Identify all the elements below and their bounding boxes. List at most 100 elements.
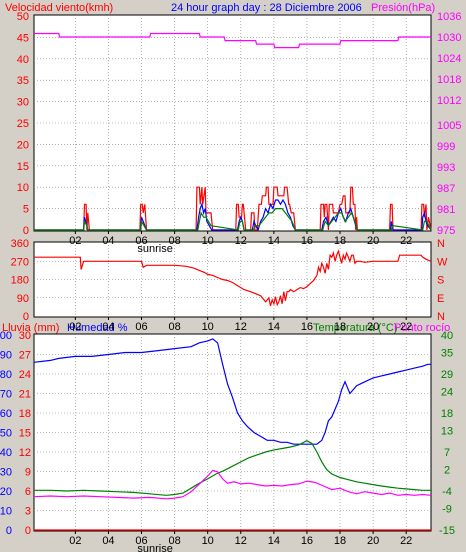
x-tick-label: 06 [135, 535, 147, 547]
pressure-label: Presión(hPa) [371, 2, 435, 14]
rain-tick-label: 9 [25, 467, 31, 479]
x-tick-label: 06 [135, 235, 147, 247]
temperature-tick-label: -15 [439, 525, 455, 537]
x-tick-label: 10 [202, 235, 214, 247]
compass-label: N [437, 311, 445, 323]
series-temperature [34, 440, 431, 496]
x-tick-label: 22 [400, 321, 412, 333]
humidity-tick-label: 20 [0, 486, 12, 498]
x-tick-label: 12 [235, 321, 247, 333]
direction-tick-label: 0 [23, 311, 29, 323]
direction-tick-label: 90 [17, 293, 29, 305]
rain-tick-label: 24 [19, 369, 31, 381]
x-tick-label: 08 [168, 235, 180, 247]
wind-speed-tick-label: 35 [17, 75, 29, 87]
series-gust [34, 186, 432, 231]
humidity-tick-label: 40 [0, 447, 12, 459]
pressure-tick-label: 1012 [437, 95, 461, 107]
pressure-tick-label: 1030 [437, 32, 461, 44]
x-tick-label: 12 [235, 235, 247, 247]
rain-tick-label: 15 [19, 428, 31, 440]
x-tick-label: 20 [367, 321, 379, 333]
pressure-tick-label: 1005 [437, 120, 461, 132]
pressure-tick-label: 1024 [437, 53, 461, 65]
wind-speed-tick-label: 5 [23, 204, 29, 216]
wind-speed-tick-label: 40 [17, 54, 29, 66]
compass-label: W [437, 256, 448, 268]
x-tick-label: 22 [400, 235, 412, 247]
x-tick-label: 16 [301, 321, 313, 333]
wind-speed-tick-label: 25 [17, 118, 29, 130]
x-tick-label: 10 [202, 321, 214, 333]
direction-tick-label: 180 [11, 275, 29, 287]
temperature-tick-label: -9 [442, 504, 452, 516]
humidity-tick-label: 100 [0, 330, 12, 342]
rain-tick-label: 0 [25, 525, 31, 537]
series-humidity [33, 338, 431, 445]
x-tick-label: 14 [268, 321, 280, 333]
series-wind-avg [34, 208, 432, 231]
humidity-tick-label: 50 [0, 428, 12, 440]
chart-title: 24 hour graph day : 28 Diciembre 2006 [171, 2, 362, 14]
compass-label: S [437, 275, 444, 287]
humidity-tick-label: 10 [0, 506, 12, 518]
rain-label: Lluvia (mm) [2, 322, 59, 334]
pressure-tick-label: 999 [437, 141, 455, 153]
wind-speed-tick-label: 0 [23, 225, 29, 237]
humidity-label: Humedad % [67, 322, 128, 334]
temperature-label: Temperatura (°C) [313, 322, 397, 334]
wind-speed-tick-label: 20 [17, 139, 29, 151]
series-direction [34, 249, 432, 307]
temperature-tick-label: -4 [442, 486, 452, 498]
x-tick-label: 04 [102, 535, 114, 547]
humidity-tick-label: 30 [0, 467, 12, 479]
x-tick-label: 14 [268, 535, 280, 547]
wind-speed-tick-label: 15 [17, 161, 29, 173]
pressure-tick-label: 993 [437, 162, 455, 174]
temperature-tick-label: 7 [444, 447, 450, 459]
direction-tick-label: 270 [11, 256, 29, 268]
sunrise-label: sunrise [137, 543, 172, 552]
temperature-tick-label: 24 [441, 387, 453, 399]
rain-tick-label: 12 [19, 447, 31, 459]
x-tick-label: 18 [334, 235, 346, 247]
x-tick-label: 16 [301, 235, 313, 247]
series-dewpoint [33, 469, 432, 500]
x-tick-label: 18 [334, 321, 346, 333]
rain-tick-label: 27 [19, 350, 31, 362]
x-tick-label: 08 [168, 535, 180, 547]
wind-speed-label: Velocidad viento(kmh) [5, 2, 113, 14]
pressure-tick-label: 1036 [437, 11, 461, 23]
humidity-tick-label: 70 [0, 389, 12, 401]
series-pressure [34, 32, 431, 49]
temperature-tick-label: 35 [441, 348, 453, 360]
humidity-tick-label: 60 [0, 408, 12, 420]
wind-speed-tick-label: 10 [17, 182, 29, 194]
compass-label: E [437, 293, 444, 305]
pressure-tick-label: 987 [437, 183, 455, 195]
wind-speed-tick-label: 50 [17, 11, 29, 23]
rain-tick-label: 6 [25, 486, 31, 498]
temperature-tick-label: 18 [441, 408, 453, 420]
rain-tick-label: 30 [19, 330, 31, 342]
x-tick-label: 16 [301, 535, 313, 547]
rain-tick-label: 21 [19, 389, 31, 401]
temperature-tick-label: 40 [441, 330, 453, 342]
temperature-tick-label: 13 [441, 426, 453, 438]
pressure-tick-label: 975 [437, 225, 455, 237]
direction-tick-label: 360 [11, 238, 29, 250]
wind-speed-tick-label: 45 [17, 32, 29, 44]
humidity-tick-label: 0 [6, 525, 12, 537]
x-tick-label: 20 [367, 235, 379, 247]
dewpoint-label: Punto rocío [394, 322, 450, 334]
pressure-tick-label: 981 [437, 204, 455, 216]
wind-speed-tick-label: 30 [17, 97, 29, 109]
x-tick-label: 10 [202, 535, 214, 547]
compass-label: N [437, 238, 445, 250]
x-tick-label: 12 [235, 535, 247, 547]
temperature-tick-label: 2 [444, 465, 450, 477]
x-tick-label: 02 [69, 321, 81, 333]
x-tick-label: 04 [102, 321, 114, 333]
rain-tick-label: 18 [19, 408, 31, 420]
